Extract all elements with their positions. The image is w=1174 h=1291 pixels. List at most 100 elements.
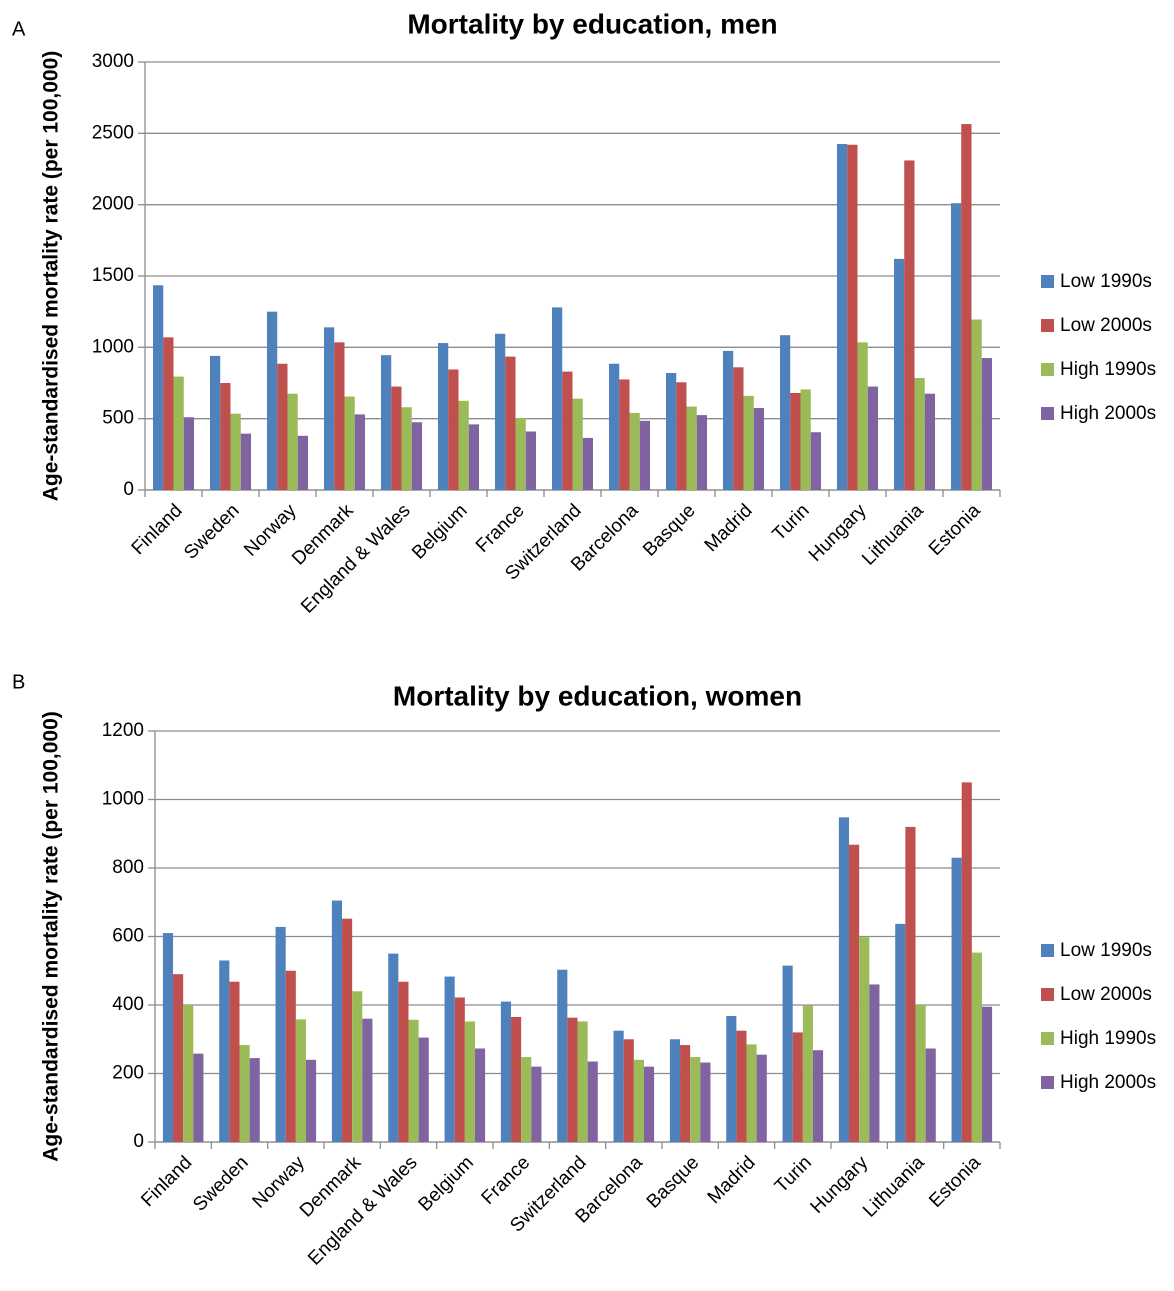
bar [847, 144, 858, 490]
x-tick-label: Sweden [189, 1152, 252, 1215]
legend-swatch [1041, 988, 1054, 1001]
bar [790, 392, 801, 490]
bar [525, 431, 537, 490]
bar [924, 393, 936, 490]
legend-label: High 2000s [1060, 403, 1156, 424]
bar [551, 307, 563, 490]
bar [500, 1001, 512, 1142]
bar [925, 1048, 936, 1142]
bar [411, 422, 423, 490]
bar [230, 413, 241, 490]
bar [686, 406, 697, 490]
bar [838, 817, 850, 1142]
bar [334, 342, 345, 490]
x-tick-label: France [472, 500, 529, 557]
bar [690, 1057, 701, 1142]
x-tick-label: Turin [769, 500, 814, 545]
bar [193, 1053, 204, 1142]
bar [219, 960, 230, 1142]
bar [680, 1045, 691, 1142]
bar [971, 319, 982, 490]
legend-label: High 2000s [1060, 1072, 1156, 1093]
bar [531, 1066, 542, 1142]
bar [209, 355, 221, 490]
y-tick-label: 500 [102, 408, 134, 429]
legend-swatch [1041, 407, 1054, 420]
bar [275, 926, 286, 1142]
bar [961, 124, 972, 490]
bar [756, 1054, 767, 1142]
x-tick-label: Turin [771, 1152, 816, 1197]
bar [163, 337, 174, 490]
bar [183, 1005, 194, 1142]
bar [454, 997, 465, 1142]
bar [961, 782, 972, 1142]
panel-label: B [12, 671, 25, 693]
y-tick-label: 2000 [92, 194, 134, 215]
bar [700, 1062, 711, 1142]
bar [401, 407, 412, 490]
y-tick-label: 3000 [92, 51, 134, 72]
legend-swatch [1041, 275, 1054, 288]
bar [557, 969, 568, 1142]
bar [277, 363, 288, 490]
x-tick-label: Basque [639, 500, 699, 560]
bar [951, 857, 962, 1142]
y-tick-label: 1000 [92, 336, 134, 357]
x-tick-label: Finland [137, 1152, 196, 1211]
bar [629, 412, 640, 490]
bar [474, 1048, 486, 1142]
y-tick-label: 1000 [102, 789, 144, 810]
x-tick-label: Lithuania [858, 500, 928, 570]
bar [521, 1057, 532, 1142]
bar [444, 976, 455, 1142]
x-tick-label: Basque [643, 1152, 703, 1212]
bar [285, 970, 296, 1142]
y-tick-label: 2500 [92, 122, 134, 143]
bar [895, 923, 906, 1142]
legend-label: Low 1990s [1060, 940, 1152, 961]
bar [152, 285, 164, 490]
bar [746, 1044, 757, 1142]
bar [665, 373, 677, 490]
bar [792, 1032, 803, 1142]
bar [971, 952, 982, 1142]
x-tick-label: Belgium [415, 1152, 478, 1215]
bar [249, 1058, 260, 1142]
bar [173, 376, 184, 490]
bar [812, 1050, 824, 1142]
bar [608, 363, 620, 490]
bar [266, 311, 278, 490]
bar [458, 400, 469, 490]
bar [448, 369, 459, 490]
bar [297, 435, 309, 490]
bar [295, 1019, 306, 1142]
x-tick-label: Lithuania [859, 1152, 929, 1222]
bar [981, 358, 993, 490]
legend-label: Low 2000s [1060, 984, 1152, 1005]
y-tick-label: 400 [112, 994, 144, 1015]
bar [408, 1019, 419, 1142]
bar [505, 356, 516, 490]
bar [800, 389, 811, 490]
bar [362, 1018, 373, 1142]
bar [869, 984, 880, 1142]
bar [380, 355, 392, 490]
legend-swatch [1041, 1032, 1054, 1045]
bar [726, 1015, 737, 1142]
bar [613, 1030, 624, 1142]
x-tick-label: France [478, 1152, 535, 1209]
legend-label: High 1990s [1060, 1028, 1156, 1049]
x-tick-label: Finland [128, 500, 187, 559]
bar [391, 386, 402, 490]
bar [802, 1005, 813, 1142]
bar [398, 981, 409, 1142]
bar [782, 965, 793, 1142]
bar [676, 382, 687, 490]
bar [643, 1066, 655, 1142]
legend-swatch [1041, 363, 1054, 376]
y-tick-label: 600 [112, 926, 144, 947]
bar [669, 1039, 681, 1142]
bar [468, 424, 480, 490]
